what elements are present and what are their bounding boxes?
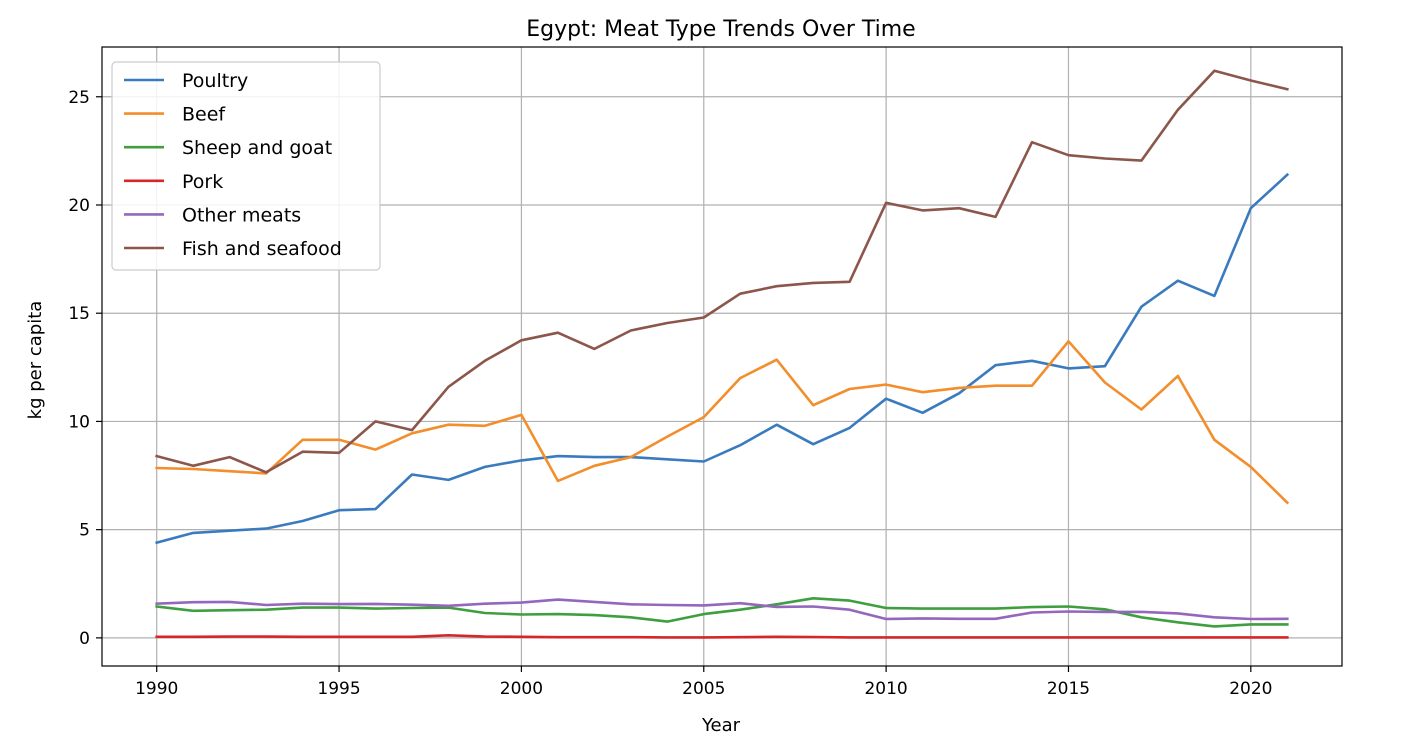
legend-box — [111, 61, 381, 271]
legend-label: Beef — [182, 104, 226, 126]
legend-label: Pork — [182, 171, 223, 193]
series-line-beef — [155, 339, 1290, 505]
y-axis: 0 5 10 15 20 25 — [68, 88, 102, 649]
legend-label: Other meats — [182, 204, 301, 226]
y-tick-label: 20 — [68, 196, 90, 216]
y-axis-label: kg per capita — [25, 301, 46, 420]
y-tick-label: 10 — [68, 412, 90, 432]
x-tick-label: 1995 — [317, 679, 360, 699]
x-tick-label: 2010 — [864, 679, 907, 699]
x-axis: 1990 1995 2000 2005 2010 2015 2020 — [135, 666, 1272, 699]
chart-title: Egypt: Meat Type Trends Over Time — [526, 17, 915, 42]
legend-label: Fish and seafood — [182, 238, 342, 260]
series-line-other-meats — [155, 598, 1289, 621]
y-tick-label: 5 — [79, 521, 90, 541]
y-tick-label: 15 — [68, 304, 90, 324]
x-tick-label: 2020 — [1229, 679, 1272, 699]
series-line-sheep-and-goat — [155, 596, 1289, 628]
series-layer — [155, 69, 1290, 639]
legend-label: Sheep and goat — [182, 137, 332, 159]
legend: Poultry Beef Sheep and goat Pork Other meats… — [111, 61, 381, 271]
series-line-poultry — [155, 172, 1290, 545]
y-tick-label: 0 — [79, 629, 90, 649]
legend-label: Poultry — [182, 70, 248, 92]
y-tick-label: 25 — [68, 88, 90, 108]
plot-frame — [101, 46, 1343, 667]
x-tick-label: 2000 — [500, 679, 543, 699]
x-tick-label: 1990 — [135, 679, 178, 699]
x-tick-label: 2015 — [1047, 679, 1090, 699]
series-line-fish-and-seafood — [155, 69, 1289, 474]
series-line-pork — [155, 633, 1289, 639]
x-axis-label: Year — [701, 715, 741, 736]
x-tick-label: 2005 — [682, 679, 725, 699]
